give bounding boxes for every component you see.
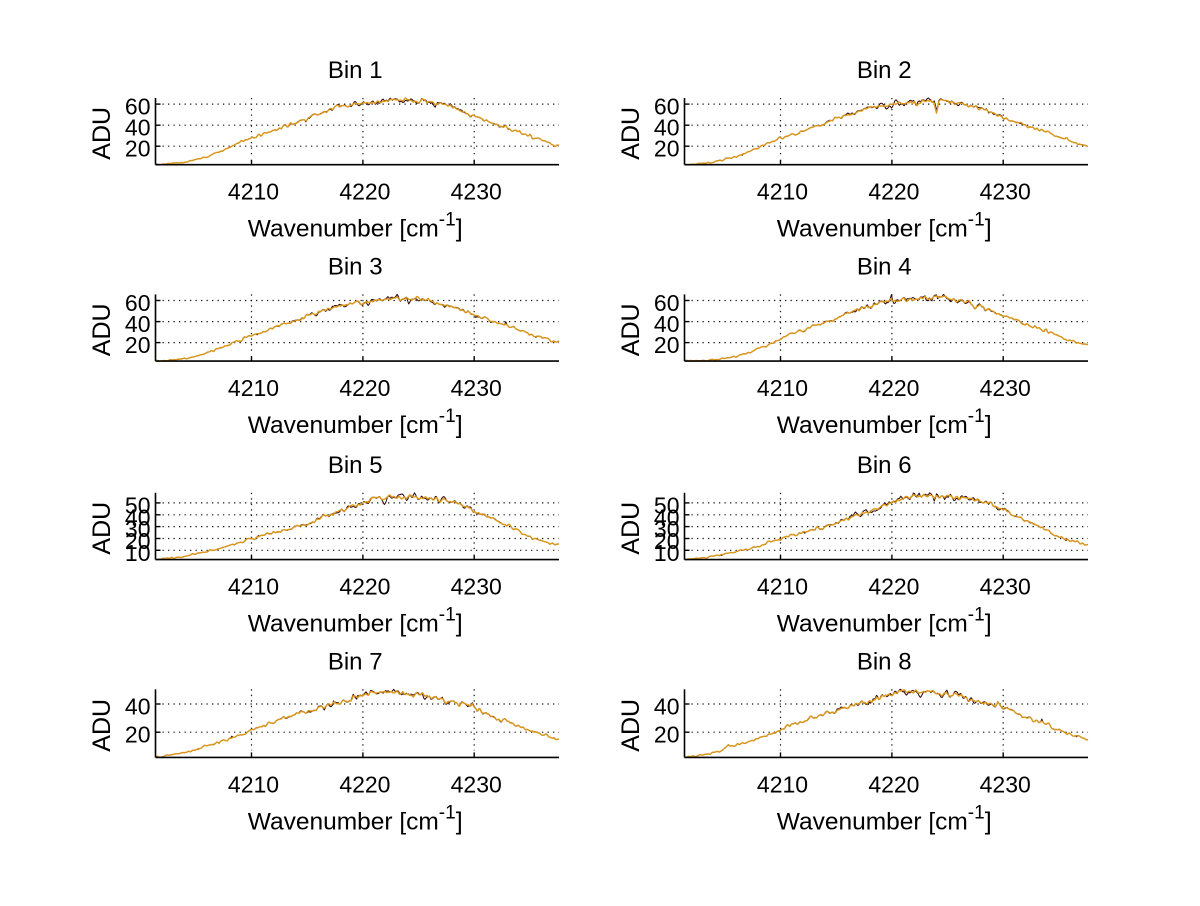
- svg-text:60: 60: [654, 94, 680, 120]
- svg-text:Wavenumber [cm-1]: Wavenumber [cm-1]: [777, 210, 992, 243]
- svg-text:20: 20: [125, 528, 151, 554]
- svg-text:20: 20: [654, 528, 680, 554]
- svg-text:50: 50: [125, 492, 151, 518]
- svg-text:4210: 4210: [757, 574, 808, 600]
- svg-text:40: 40: [125, 311, 151, 337]
- svg-text:40: 40: [654, 694, 680, 720]
- svg-text:4210: 4210: [228, 375, 279, 401]
- svg-text:Wavenumber [cm-1]: Wavenumber [cm-1]: [777, 605, 992, 638]
- svg-text:4230: 4230: [980, 375, 1031, 401]
- svg-text:4210: 4210: [228, 179, 279, 205]
- svg-text:20: 20: [125, 332, 151, 358]
- svg-text:4230: 4230: [980, 574, 1031, 600]
- svg-text:40: 40: [654, 115, 680, 141]
- svg-text:40: 40: [125, 115, 151, 141]
- svg-text:4220: 4220: [339, 375, 390, 401]
- svg-text:4230: 4230: [451, 771, 502, 797]
- svg-text:ADU: ADU: [88, 107, 116, 160]
- svg-text:4230: 4230: [451, 574, 502, 600]
- svg-text:40: 40: [125, 694, 151, 720]
- svg-text:4210: 4210: [757, 375, 808, 401]
- svg-text:40: 40: [654, 504, 680, 530]
- svg-text:60: 60: [125, 290, 151, 316]
- svg-text:10: 10: [654, 540, 680, 566]
- svg-text:4210: 4210: [757, 771, 808, 797]
- svg-text:Bin 1: Bin 1: [328, 57, 383, 84]
- svg-text:4220: 4220: [339, 771, 390, 797]
- svg-text:ADU: ADU: [617, 502, 645, 555]
- svg-text:Wavenumber [cm-1]: Wavenumber [cm-1]: [248, 406, 463, 439]
- svg-text:4210: 4210: [228, 771, 279, 797]
- svg-text:20: 20: [125, 136, 151, 162]
- svg-text:Wavenumber [cm-1]: Wavenumber [cm-1]: [248, 802, 463, 835]
- svg-text:50: 50: [654, 492, 680, 518]
- svg-text:4230: 4230: [451, 375, 502, 401]
- svg-text:Wavenumber [cm-1]: Wavenumber [cm-1]: [777, 802, 992, 835]
- svg-text:Bin 5: Bin 5: [328, 452, 383, 479]
- svg-text:Bin 7: Bin 7: [328, 648, 383, 675]
- svg-text:20: 20: [654, 136, 680, 162]
- svg-text:4230: 4230: [451, 179, 502, 205]
- svg-text:20: 20: [125, 722, 151, 748]
- svg-text:40: 40: [125, 504, 151, 530]
- svg-text:4220: 4220: [868, 771, 919, 797]
- svg-text:Bin 2: Bin 2: [857, 57, 912, 84]
- svg-text:4220: 4220: [339, 179, 390, 205]
- svg-text:10: 10: [125, 540, 151, 566]
- svg-text:40: 40: [654, 311, 680, 337]
- svg-text:4230: 4230: [980, 771, 1031, 797]
- svg-text:Wavenumber [cm-1]: Wavenumber [cm-1]: [248, 210, 463, 243]
- svg-text:Bin 6: Bin 6: [857, 452, 912, 479]
- svg-text:30: 30: [654, 516, 680, 542]
- svg-text:4220: 4220: [868, 574, 919, 600]
- svg-text:Wavenumber [cm-1]: Wavenumber [cm-1]: [248, 605, 463, 638]
- svg-text:60: 60: [654, 290, 680, 316]
- svg-text:4220: 4220: [339, 574, 390, 600]
- svg-text:ADU: ADU: [617, 699, 645, 752]
- svg-text:Bin 3: Bin 3: [328, 253, 383, 280]
- svg-text:30: 30: [125, 516, 151, 542]
- svg-text:Bin 8: Bin 8: [857, 648, 912, 675]
- svg-text:Wavenumber [cm-1]: Wavenumber [cm-1]: [777, 406, 992, 439]
- svg-text:60: 60: [125, 94, 151, 120]
- svg-text:4220: 4220: [868, 375, 919, 401]
- svg-text:ADU: ADU: [88, 303, 116, 356]
- svg-text:Bin 4: Bin 4: [857, 253, 912, 280]
- svg-text:4210: 4210: [228, 574, 279, 600]
- svg-text:4220: 4220: [868, 179, 919, 205]
- svg-text:4230: 4230: [980, 179, 1031, 205]
- svg-text:ADU: ADU: [88, 502, 116, 555]
- svg-text:ADU: ADU: [617, 303, 645, 356]
- svg-text:4210: 4210: [757, 179, 808, 205]
- svg-text:ADU: ADU: [88, 699, 116, 752]
- svg-text:20: 20: [654, 332, 680, 358]
- svg-text:ADU: ADU: [617, 107, 645, 160]
- svg-text:20: 20: [654, 722, 680, 748]
